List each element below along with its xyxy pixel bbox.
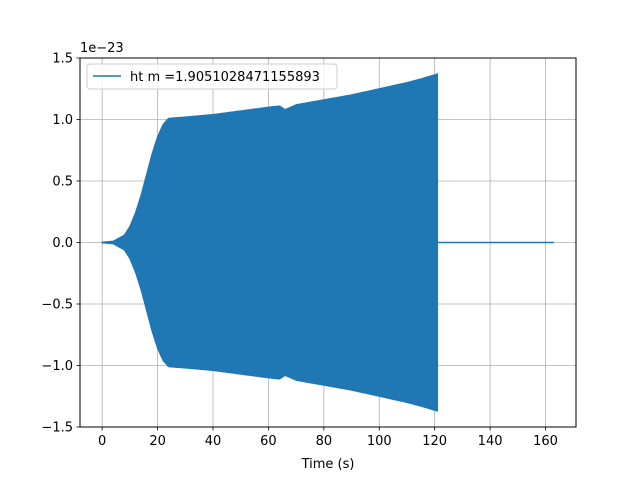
signal-envelope	[101, 73, 439, 412]
y-tick-label: 0.0	[52, 236, 73, 251]
x-tick-label: 0	[98, 434, 106, 449]
x-tick-label: 60	[260, 434, 277, 449]
y-tick-label: 1.5	[52, 52, 73, 67]
y-tick-label: 0.5	[52, 175, 73, 190]
signal-series	[101, 73, 554, 412]
x-tick-label: 80	[316, 434, 333, 449]
legend: ht m =1.9051028471155893	[86, 63, 338, 90]
x-tick-label: 140	[478, 434, 503, 449]
legend-label: ht m =1.9051028471155893	[130, 70, 320, 85]
x-tick-label: 100	[367, 434, 392, 449]
y-tick-label: −1.0	[41, 359, 73, 374]
y-tick-label: 1.0	[52, 113, 73, 128]
x-tick-label: 160	[533, 434, 558, 449]
y-tick-label: −1.5	[41, 421, 73, 436]
y-tick-label: −0.5	[41, 298, 73, 313]
x-tick-label: 20	[149, 434, 166, 449]
x-tick-label: 120	[422, 434, 447, 449]
y-offset-text: 1e−23	[80, 41, 124, 56]
y-axis-ticks: −1.5 −1.0 −0.5 0.0 0.5 1.0 1.5	[41, 52, 80, 436]
x-axis-ticks: 0 20 40 60 80 100 120 140 160	[98, 427, 558, 449]
x-axis-label: Time (s)	[301, 457, 355, 472]
x-tick-label: 40	[205, 434, 222, 449]
legend-box	[86, 63, 338, 90]
